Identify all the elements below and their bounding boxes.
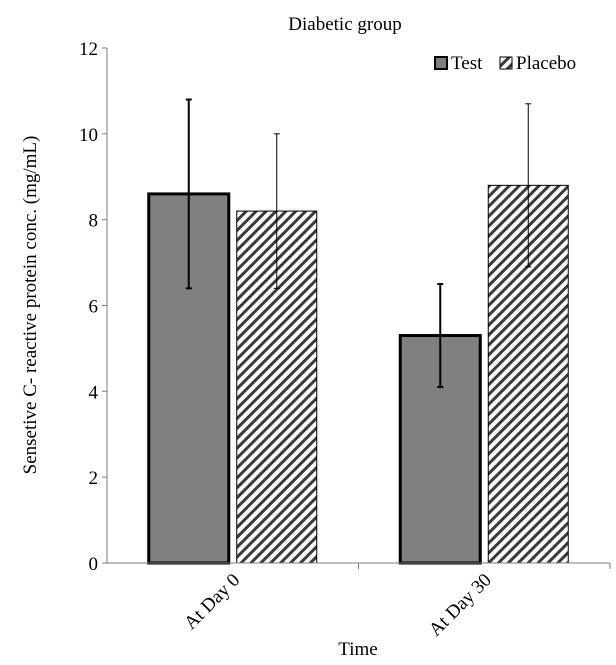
x-category-label: At Day 0 [180,570,244,634]
y-tick-label: 4 [89,382,99,403]
y-tick-label: 10 [79,125,98,146]
y-tick-label: 12 [79,39,98,60]
legend: Test Placebo [434,53,576,74]
y-tick-label: 0 [89,554,99,575]
error-bars-group [185,98,532,389]
x-axis-categories: At Day 0 At Day 30 [180,563,611,641]
y-axis-ticks: 0 2 4 6 8 10 12 [79,39,107,575]
legend-swatch-test [434,56,448,70]
bars-group [147,184,569,565]
y-tick-label: 6 [89,297,99,318]
y-tick-label: 2 [89,468,99,489]
legend-swatch-placebo [499,56,513,70]
x-category-label: At Day 30 [425,570,496,641]
y-axis-label: Sensetive C- reactive protein conc. (mg/… [20,136,41,475]
legend-label-test: Test [451,53,483,74]
legend-label-placebo: Placebo [516,53,576,74]
chart-title: Diabetic group [288,14,401,35]
y-tick-label: 8 [89,211,99,232]
x-axis-label: Time [338,639,377,660]
